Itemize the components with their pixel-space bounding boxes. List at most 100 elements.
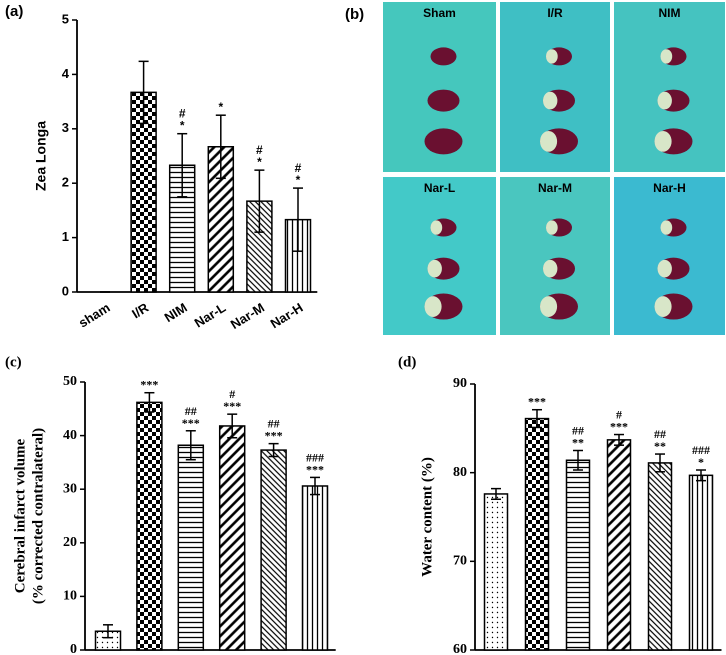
significance-label: * xyxy=(698,455,704,469)
photo-label: NIM xyxy=(659,6,681,20)
significance-label: ### xyxy=(692,443,710,457)
significance-label: ## xyxy=(268,417,280,431)
significance-label: *** xyxy=(140,378,158,392)
bar xyxy=(688,474,714,651)
error-bar xyxy=(696,469,706,482)
significance-label: ## xyxy=(654,427,666,441)
infarct xyxy=(657,259,672,278)
bar xyxy=(218,425,246,651)
y-tick-label: 80 xyxy=(453,465,467,480)
error-bar xyxy=(614,433,624,446)
infarct xyxy=(657,91,672,110)
panel-label: (b) xyxy=(345,6,364,23)
photo-label: Nar-L xyxy=(424,181,455,195)
photo-label: Nar-H xyxy=(653,181,686,195)
y-tick-label: 70 xyxy=(453,554,467,569)
error-bar xyxy=(227,413,238,439)
significance-label: # xyxy=(179,107,186,121)
bar xyxy=(524,417,550,651)
error-bar xyxy=(177,132,188,198)
error-bar xyxy=(268,442,279,458)
photo-label: I/R xyxy=(547,6,563,20)
significance-label: *** xyxy=(265,429,283,443)
x-tick-label: Nar-M xyxy=(228,300,267,332)
x-tick-label: Nar-H xyxy=(268,300,306,331)
y-tick-label: 2 xyxy=(62,175,69,190)
brain-slice xyxy=(427,89,460,112)
infarct xyxy=(660,49,673,64)
error-bar xyxy=(293,187,303,252)
y-tick-label: 60 xyxy=(453,642,467,655)
infarct xyxy=(427,259,442,278)
infarct xyxy=(546,49,558,64)
significance-label: * xyxy=(218,100,223,114)
error-bar xyxy=(144,391,155,413)
infarct xyxy=(430,220,443,235)
significance-label: # xyxy=(616,408,622,422)
photo: Nar-M xyxy=(500,177,610,335)
x-tick-label: NIM xyxy=(162,300,190,325)
x-tick-label: sham xyxy=(76,300,113,331)
significance-label: *** xyxy=(182,416,200,430)
y-tick-label: 1 xyxy=(62,229,69,244)
x-tick-label: I/R xyxy=(129,300,152,322)
infarct xyxy=(543,91,558,110)
photo: NIM xyxy=(614,2,725,172)
infarct xyxy=(540,131,558,152)
infarct xyxy=(543,259,558,278)
bar xyxy=(483,493,509,651)
infarct xyxy=(540,296,558,317)
significance-label: *** xyxy=(306,462,324,476)
infarct xyxy=(424,296,442,317)
error-bar xyxy=(655,453,665,473)
panel-label: (a) xyxy=(5,3,23,20)
y-tick-label: 3 xyxy=(62,120,69,135)
error-bar xyxy=(310,476,320,496)
panel-label: (d) xyxy=(398,354,416,370)
y-tick-label: 0 xyxy=(70,642,77,655)
y-axis-label: Water content (%) xyxy=(419,457,435,577)
bar xyxy=(647,462,673,651)
error-bar xyxy=(254,169,265,233)
y-tick-label: 10 xyxy=(63,589,77,604)
y-tick-label: 4 xyxy=(62,66,70,81)
bar xyxy=(606,439,632,651)
bar xyxy=(177,444,205,651)
photo: I/R xyxy=(500,2,610,172)
y-tick-label: 50 xyxy=(63,374,77,389)
photo-label: Sham xyxy=(423,6,456,20)
error-bar xyxy=(532,408,542,429)
error-bar xyxy=(491,487,501,501)
bar xyxy=(565,459,591,651)
photo: Sham xyxy=(383,2,496,172)
significance-label: *** xyxy=(223,399,241,413)
y-tick-label: 30 xyxy=(63,481,77,496)
significance-label: # xyxy=(229,387,235,401)
significance-label: *** xyxy=(528,395,546,409)
photo: Nar-L xyxy=(383,177,496,335)
x-tick-label: Nar-L xyxy=(192,300,229,331)
significance-label: * xyxy=(257,155,262,169)
y-tick-label: 20 xyxy=(63,535,77,550)
significance-label: * xyxy=(180,119,185,133)
error-bar xyxy=(103,624,113,639)
significance-label: * xyxy=(296,173,301,187)
y-axis-label: Cerebral infarct volume xyxy=(12,438,28,593)
significance-label: ### xyxy=(306,450,324,464)
y-axis-label: Zea Longa xyxy=(33,121,49,191)
y-axis-label: (% corrected contralateral) xyxy=(30,428,46,604)
photo-panel: (b) Sham I/R NIM Nar-L Nar-M Nar-H xyxy=(345,2,725,335)
infarct xyxy=(660,220,673,235)
error-bar xyxy=(138,60,149,125)
bar xyxy=(136,401,163,651)
significance-label: ** xyxy=(654,439,666,453)
y-tick-label: 90 xyxy=(453,376,467,391)
significance-label: ** xyxy=(572,436,584,450)
error-bar xyxy=(215,114,226,180)
y-tick-label: 5 xyxy=(62,11,69,26)
photo-label: Nar-M xyxy=(538,181,572,195)
panel-label: (c) xyxy=(5,354,22,370)
y-tick-label: 40 xyxy=(63,428,77,443)
